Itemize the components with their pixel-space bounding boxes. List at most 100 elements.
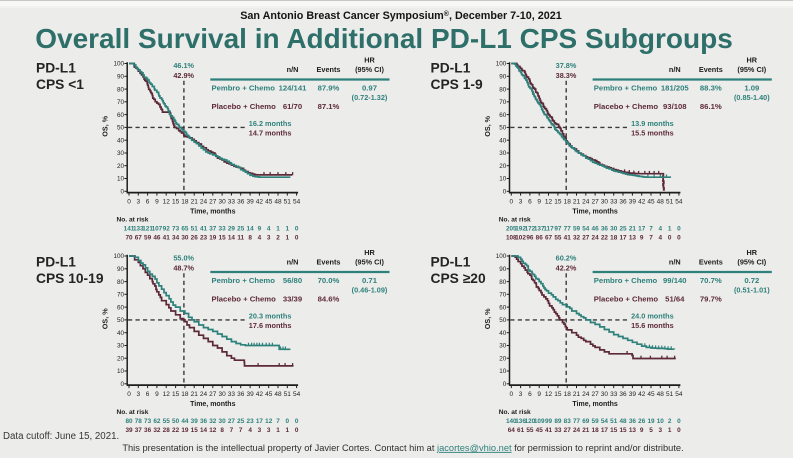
svg-text:18: 18	[564, 199, 572, 206]
svg-text:29: 29	[228, 226, 236, 233]
svg-text:0: 0	[120, 381, 124, 388]
svg-text:Events: Events	[699, 257, 723, 266]
svg-text:HR: HR	[364, 248, 375, 257]
svg-text:25: 25	[237, 226, 245, 233]
svg-text:51: 51	[284, 199, 292, 206]
svg-text:70.7%: 70.7%	[700, 276, 722, 285]
svg-text:No. at risk: No. at risk	[117, 216, 149, 223]
svg-text:18: 18	[181, 391, 189, 398]
svg-text:15: 15	[172, 199, 180, 206]
svg-text:6: 6	[528, 199, 532, 206]
svg-text:38.3%: 38.3%	[556, 71, 577, 80]
svg-text:3: 3	[267, 234, 271, 241]
svg-text:9: 9	[155, 199, 159, 206]
svg-text:51: 51	[191, 226, 199, 233]
svg-text:24: 24	[573, 427, 581, 434]
svg-text:36: 36	[237, 391, 245, 398]
svg-text:12: 12	[265, 418, 273, 425]
svg-text:41: 41	[163, 234, 171, 241]
svg-text:30: 30	[117, 150, 125, 157]
svg-text:36: 36	[200, 418, 208, 425]
svg-text:39: 39	[246, 391, 254, 398]
svg-text:Pembro + Chemo: Pembro + Chemo	[212, 276, 276, 285]
svg-text:80: 80	[117, 279, 125, 286]
svg-text:20: 20	[499, 355, 507, 362]
svg-text:51: 51	[610, 418, 618, 425]
svg-text:18: 18	[592, 427, 600, 434]
svg-text:141: 141	[124, 226, 135, 233]
svg-text:90: 90	[117, 74, 125, 81]
svg-text:61/70: 61/70	[283, 102, 302, 111]
svg-text:172: 172	[525, 226, 536, 233]
svg-text:0: 0	[677, 226, 681, 233]
svg-text:50: 50	[117, 317, 125, 324]
svg-text:CPS <1: CPS <1	[36, 77, 84, 92]
svg-text:6: 6	[528, 391, 532, 398]
svg-text:41: 41	[545, 427, 553, 434]
svg-text:48: 48	[274, 199, 282, 206]
svg-text:41: 41	[200, 226, 208, 233]
svg-text:22: 22	[172, 427, 180, 434]
svg-text:PD-L1: PD-L1	[431, 60, 471, 75]
svg-text:205: 205	[506, 226, 517, 233]
svg-text:OS, %: OS, %	[483, 308, 492, 329]
svg-text:2: 2	[276, 234, 280, 241]
svg-text:121: 121	[142, 226, 153, 233]
svg-text:10: 10	[117, 176, 125, 183]
svg-text:55: 55	[526, 427, 534, 434]
svg-text:39: 39	[629, 391, 637, 398]
svg-text:33/39: 33/39	[283, 294, 302, 303]
svg-text:87.9%: 87.9%	[318, 84, 340, 93]
svg-text:Pembro + Chemo: Pembro + Chemo	[212, 84, 276, 93]
svg-text:50: 50	[172, 418, 180, 425]
svg-text:15: 15	[219, 234, 227, 241]
svg-text:0: 0	[127, 391, 131, 398]
svg-text:Placebo + Chemo: Placebo + Chemo	[212, 294, 277, 303]
svg-text:14: 14	[200, 427, 208, 434]
svg-text:39: 39	[191, 418, 199, 425]
svg-text:4: 4	[659, 226, 663, 233]
svg-text:27: 27	[591, 391, 599, 398]
svg-text:44: 44	[181, 418, 189, 425]
svg-text:60: 60	[499, 112, 507, 119]
svg-text:(0.72-1.32): (0.72-1.32)	[352, 93, 388, 102]
svg-text:24: 24	[582, 199, 590, 206]
svg-text:60: 60	[117, 304, 125, 311]
svg-text:42: 42	[638, 199, 646, 206]
svg-text:15: 15	[610, 427, 618, 434]
svg-text:40: 40	[499, 330, 507, 337]
svg-text:21: 21	[573, 199, 581, 206]
svg-text:24: 24	[200, 199, 208, 206]
svg-text:99/140: 99/140	[663, 276, 687, 285]
svg-text:14: 14	[247, 226, 255, 233]
svg-text:67: 67	[135, 234, 143, 241]
svg-text:25: 25	[619, 226, 627, 233]
svg-text:4: 4	[267, 226, 271, 233]
svg-text:51/64: 51/64	[665, 294, 685, 303]
svg-text:n/N: n/N	[669, 65, 681, 74]
svg-text:60: 60	[499, 304, 507, 311]
svg-text:8: 8	[248, 234, 252, 241]
svg-text:70: 70	[117, 99, 125, 106]
svg-text:55: 55	[554, 234, 562, 241]
svg-text:36: 36	[237, 199, 245, 206]
svg-text:14.7 months: 14.7 months	[249, 129, 292, 138]
svg-text:Data cutoff: June 15, 2021.: Data cutoff: June 15, 2021.	[3, 431, 119, 442]
svg-text:PD-L1: PD-L1	[36, 254, 76, 269]
svg-text:23: 23	[247, 418, 255, 425]
svg-text:32: 32	[209, 418, 217, 425]
svg-text:67: 67	[545, 234, 553, 241]
svg-text:70: 70	[125, 234, 133, 241]
svg-text:109: 109	[534, 418, 545, 425]
svg-text:21: 21	[191, 391, 199, 398]
svg-text:9: 9	[640, 234, 644, 241]
svg-text:33: 33	[228, 391, 236, 398]
svg-text:54: 54	[293, 391, 301, 398]
svg-text:36: 36	[144, 427, 152, 434]
svg-text:18: 18	[610, 234, 618, 241]
svg-text:19: 19	[181, 427, 189, 434]
svg-text:9: 9	[258, 226, 262, 233]
svg-text:54: 54	[675, 199, 683, 206]
svg-text:(0.51-1.01): (0.51-1.01)	[734, 285, 770, 294]
svg-text:HR: HR	[364, 56, 375, 65]
